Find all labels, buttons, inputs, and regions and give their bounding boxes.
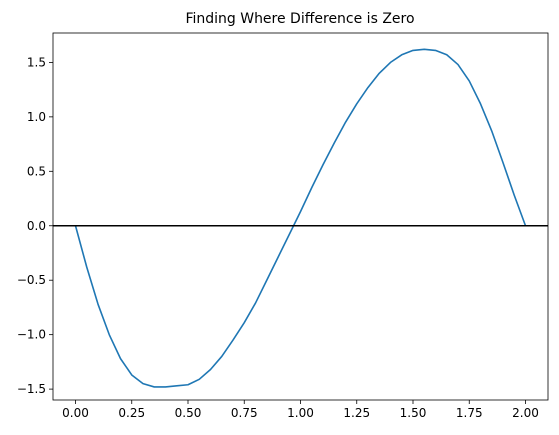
y-tick-label: 0.5: [27, 164, 46, 178]
x-tick-label: 1.75: [456, 406, 483, 420]
series-line-0: [74, 48, 527, 388]
y-tick-label: 0.0: [27, 219, 46, 233]
x-tick-label: 0.75: [231, 406, 258, 420]
x-tick-label: 1.25: [343, 406, 370, 420]
x-tick-label: 1.00: [287, 406, 314, 420]
plot-area: 0.00 0.25 0.50 0.75 1.00 1.25 1.50 1.75 2.00 −1.5…: [17, 32, 549, 420]
x-tick-label: 0.25: [118, 406, 145, 420]
y-tick-label: −1.0: [17, 328, 46, 342]
axes-frame: [52, 32, 549, 401]
y-tick-label: 1.5: [27, 55, 46, 69]
x-tick-label: 2.00: [512, 406, 539, 420]
y-tick-label: −0.5: [17, 273, 46, 287]
x-tick-label: 0.00: [62, 406, 89, 420]
chart-title: Finding Where Difference is Zero: [185, 11, 414, 27]
x-tick-label: 0.50: [175, 406, 202, 420]
y-tick-label: 1.0: [27, 110, 46, 124]
y-tick-label: −1.5: [17, 382, 46, 396]
x-tick-label: 1.50: [400, 406, 427, 420]
